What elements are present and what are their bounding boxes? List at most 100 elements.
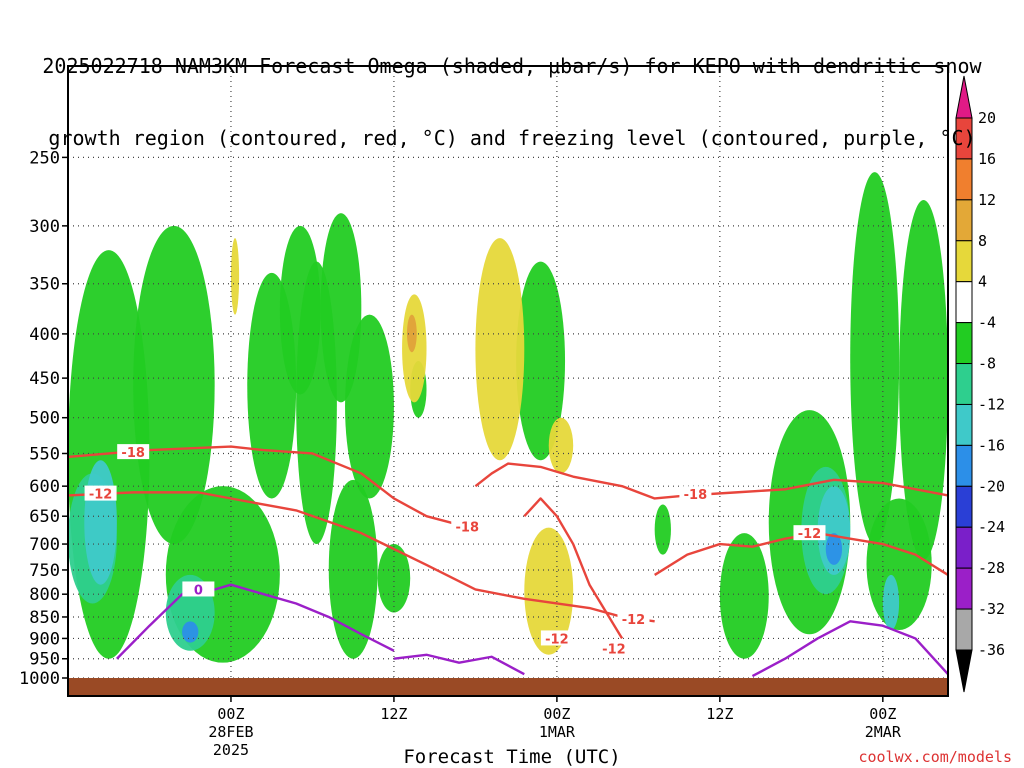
omega-region-yellow xyxy=(475,238,525,461)
colorbar-box xyxy=(955,608,973,651)
omega-region-green xyxy=(654,504,671,555)
y-tick-label: 750 xyxy=(29,561,60,581)
omega-region-yellow xyxy=(230,238,240,315)
x-tick-label: 00Z xyxy=(869,705,896,723)
chart-title: 2025022718 NAM3KM Forecast Omega (shaded… xyxy=(0,6,1024,174)
frame-border xyxy=(67,65,949,697)
omega-region-green xyxy=(345,314,394,499)
omega-region-green xyxy=(866,498,932,630)
colorbar-box xyxy=(955,444,973,487)
colorbar-label: -16 xyxy=(978,436,1005,454)
colorbar: 20 16 12 8 4 -4 -8 -12 -16 -20 -24 -28 -32 -36 xyxy=(955,75,1005,693)
y-tick-label: 850 xyxy=(29,608,60,628)
colorbar-bottom-arrow xyxy=(955,649,973,693)
x-axis-title: Forecast Time (UTC) xyxy=(403,746,621,768)
x-tick-label: 12Z xyxy=(706,705,733,723)
colorbar-label: -4 xyxy=(978,314,996,332)
colorbar-label: 4 xyxy=(978,273,987,291)
contour-red--18 xyxy=(67,445,460,526)
pressure-grid xyxy=(68,66,948,696)
omega-region-cyan xyxy=(882,574,900,630)
y-tick-label: 400 xyxy=(29,325,60,345)
x-tick-label: 28FEB xyxy=(208,723,253,741)
colorbar-box xyxy=(955,363,973,405)
contour-label-bg xyxy=(540,630,573,646)
contour-label: -18 xyxy=(121,446,145,461)
contour-label: -12 xyxy=(89,488,113,503)
x-tick-label: 00Z xyxy=(217,705,244,723)
y-tick-label: 950 xyxy=(29,650,60,670)
contour-label-bg xyxy=(597,640,630,656)
ground-strip xyxy=(68,678,948,696)
y-tick-label: 550 xyxy=(29,444,60,464)
x-tick-label: 12Z xyxy=(380,705,407,723)
contour-purple-0 xyxy=(751,620,949,678)
plot-frame xyxy=(67,65,949,697)
y-tick-label: 300 xyxy=(29,217,60,237)
y-tick-label: 1000 xyxy=(19,669,60,689)
x-tick-label: 2025 xyxy=(213,741,249,759)
y-tick-label: 800 xyxy=(29,585,60,605)
contour-label: -12 xyxy=(545,632,569,647)
contour-label: -12 xyxy=(602,643,626,658)
contour-label-bg xyxy=(679,486,712,502)
omega-region-green xyxy=(719,533,769,659)
colorbar-label: 16 xyxy=(978,150,996,168)
contour-label-bg xyxy=(451,518,484,534)
y-axis: 2503003504004505005506006507007508008509… xyxy=(19,148,68,689)
colorbar-box xyxy=(955,240,973,283)
contour-red--12 xyxy=(523,497,624,640)
omega-region-cyan xyxy=(817,486,851,575)
colorbar-label: 20 xyxy=(978,109,996,127)
colorbar-label: 12 xyxy=(978,191,996,209)
omega-region-green xyxy=(516,261,566,461)
y-tick-label: 250 xyxy=(29,148,60,168)
colorbar-box xyxy=(955,526,973,569)
colorbar-label: -20 xyxy=(978,477,1005,495)
colorbar-label: 8 xyxy=(978,232,987,250)
contour-label-bg xyxy=(182,581,215,597)
title-line-1: 2025022718 NAM3KM Forecast Omega (shaded… xyxy=(42,54,982,78)
contour-label: -12 xyxy=(798,527,822,542)
contour-purple-0 xyxy=(116,583,395,660)
credit-link[interactable]: coolwx.com/models xyxy=(858,748,1012,766)
title-line-2: growth region (contoured, red, °C) and f… xyxy=(48,126,976,150)
omega-region-yellow xyxy=(524,527,574,655)
contour-label: -12 xyxy=(622,613,646,628)
contour-purple-0 xyxy=(393,653,525,676)
contour-layer: -18 -12 -18 -18 -12 -12 -12 -12 0 xyxy=(67,444,949,678)
omega-region-blue xyxy=(182,621,199,643)
y-tick-label: 450 xyxy=(29,369,60,389)
x-tick-label: 2MAR xyxy=(865,723,902,741)
omega-region-blue xyxy=(825,533,843,565)
contour-label-bg xyxy=(117,444,150,460)
omega-shading-layer xyxy=(68,172,948,663)
y-tick-label: 350 xyxy=(29,275,60,295)
colorbar-label: -32 xyxy=(978,600,1005,618)
omega-region-green xyxy=(899,199,948,560)
omega-region-green xyxy=(133,225,215,545)
y-tick-label: 700 xyxy=(29,535,60,555)
omega-region-cyan xyxy=(84,460,117,585)
colorbar-box xyxy=(955,199,973,242)
contour-red--12 xyxy=(67,491,655,623)
colorbar-label: -28 xyxy=(978,559,1005,577)
y-tick-label: 900 xyxy=(29,629,60,649)
colorbar-box xyxy=(955,567,973,610)
colorbar-label: -24 xyxy=(978,518,1005,536)
colorbar-label: -12 xyxy=(978,395,1005,413)
colorbar-box xyxy=(955,322,973,365)
contour-label: -18 xyxy=(684,488,708,503)
omega-region-green xyxy=(377,544,411,613)
y-tick-label: 650 xyxy=(29,507,60,527)
contour-label: -18 xyxy=(456,520,480,535)
contour-label-bg xyxy=(617,611,650,627)
ground-layer xyxy=(68,678,948,696)
y-tick-label: 500 xyxy=(29,409,60,429)
contour-label-bg xyxy=(793,525,826,541)
x-tick-label: 00Z xyxy=(543,705,570,723)
omega-region-orange xyxy=(406,314,417,353)
y-tick-label: 600 xyxy=(29,477,60,497)
